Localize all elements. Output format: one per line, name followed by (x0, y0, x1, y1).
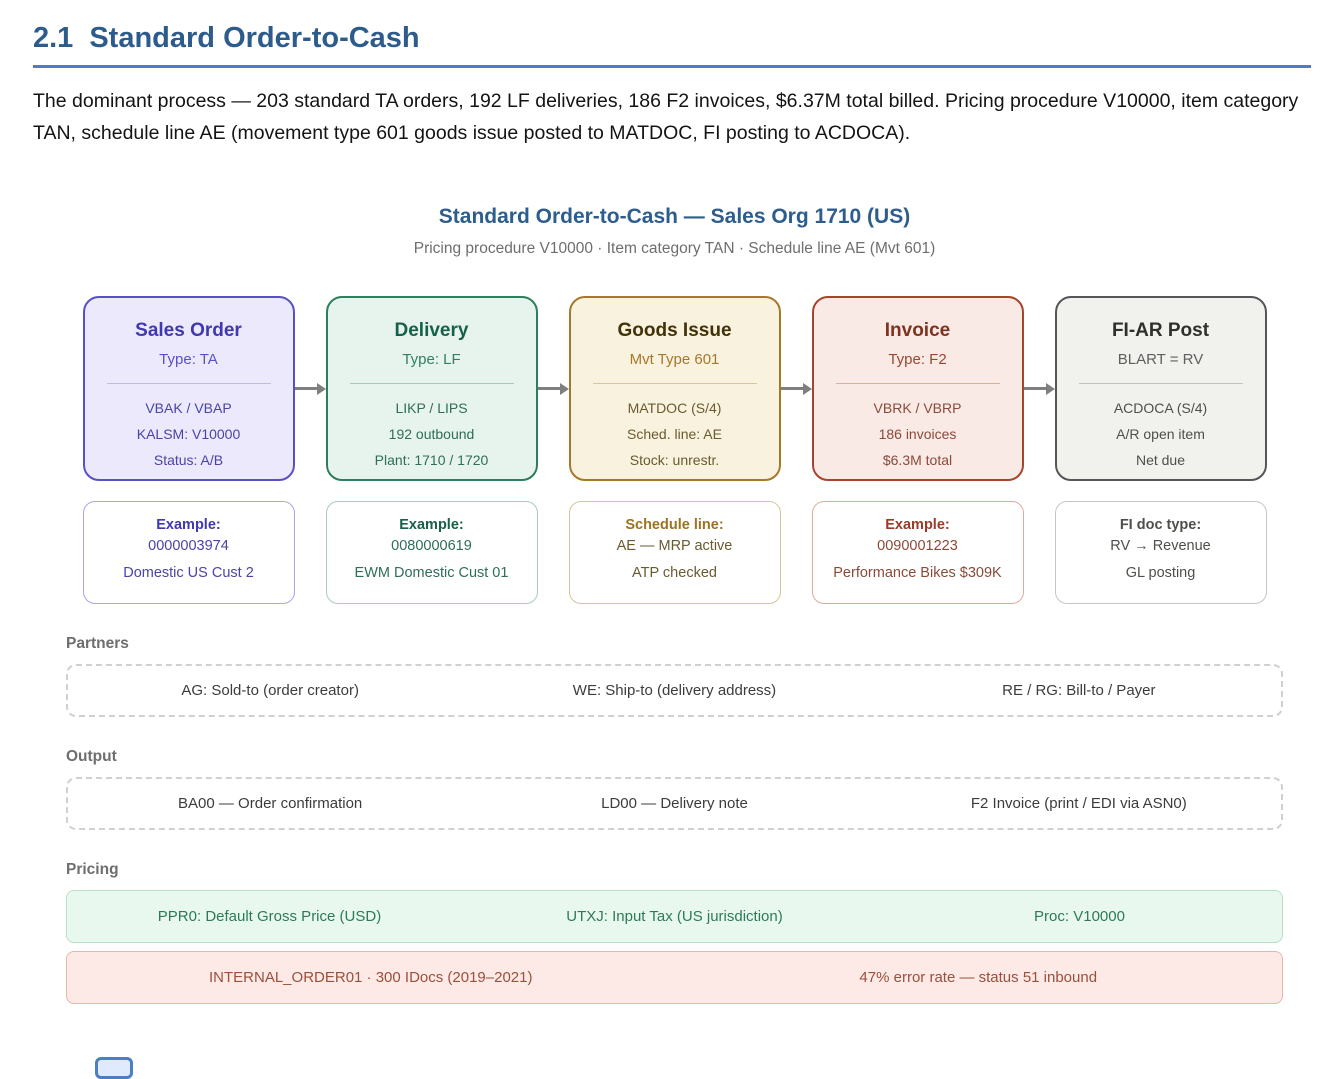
section-heading: 2.1 Standard Order-to-Cash (33, 22, 1311, 55)
example-detail: ATP checked (632, 565, 717, 582)
example-detail: Domestic US Cust 2 (123, 565, 254, 582)
output-item: LD00 — Delivery note (601, 795, 748, 813)
pricing-box: PPR0: Default Gross Price (USD) UTXJ: In… (66, 890, 1283, 944)
partner-item: WE: Ship-to (delivery address) (572, 682, 777, 700)
stage-title: FI-AR Post (1111, 320, 1210, 342)
idoc-box: INTERNAL_ORDER01 · 300 IDocs (2019–2021)… (66, 951, 1283, 1005)
stage-detail: Sched. line: AE (627, 426, 722, 443)
flow-arrow-icon (780, 296, 812, 481)
document-page: 2.1 Standard Order-to-Cash The dominant p… (33, 22, 1311, 1005)
partner-item: AG: Sold-to (order creator) (181, 682, 359, 700)
flow-arrow-icon (1023, 296, 1055, 481)
stage-goods-issue: Goods Issue Mvt Type 601 MATDOC (S/4) Sc… (568, 296, 781, 482)
pricing-item: UTXJ: Input Tax (US jurisdiction) (566, 908, 783, 926)
stage-title: Delivery (394, 320, 469, 342)
divider (106, 383, 271, 385)
pricing-item: Proc: V10000 (1034, 908, 1125, 926)
example-delivery: Example: 0080000619 EWM Domestic Cust 01 (325, 501, 538, 605)
stage-sales-order: Sales Order Type: TA VBAK / VBAP KALSM: … (82, 296, 295, 482)
stage-subtitle: Type: TA (159, 351, 218, 369)
example-invoice: Example: 0090001223 Performance Bikes $3… (811, 501, 1024, 605)
stage-subtitle: Type: LF (402, 351, 461, 369)
flow-arrow-icon (294, 296, 326, 481)
stage-detail: Stock: unrestr. (629, 452, 720, 469)
output-label: Output (66, 748, 117, 766)
stage-delivery: Delivery Type: LF LIKP / LIPS 192 outbou… (325, 296, 538, 482)
section-number: 2.1 (33, 22, 74, 54)
stage-detail: VBRK / VBRP (873, 400, 962, 417)
example-title: Example: (885, 517, 950, 534)
stage-subtitle: BLART = RV (1117, 351, 1204, 369)
stage-detail: Status: A/B (153, 452, 224, 469)
stage-detail: 186 invoices (878, 426, 957, 443)
stage-title: Sales Order (135, 320, 242, 342)
stage-detail: VBAK / VBAP (145, 400, 232, 417)
divider (1078, 383, 1243, 385)
stage-title: Goods Issue (617, 320, 732, 342)
diagram-title: Standard Order-to-Cash — Sales Org 1710 … (438, 205, 911, 229)
pricing-item: PPR0: Default Gross Price (USD) (157, 908, 382, 926)
example-detail: 0000003974 (148, 538, 229, 555)
output-box: BA00 — Order confirmation LD00 — Deliver… (66, 777, 1283, 831)
partners-label: Partners (66, 635, 129, 653)
stage-fi-ar-post: FI-AR Post BLART = RV ACDOCA (S/4) A/R o… (1054, 296, 1267, 482)
order-to-cash-diagram: Standard Order-to-Cash — Sales Org 1710 … (66, 205, 1283, 1005)
partner-item: RE / RG: Bill-to / Payer (1002, 682, 1156, 700)
stage-detail: LIKP / LIPS (395, 400, 468, 417)
pricing-label: Pricing (66, 861, 119, 879)
example-goods-issue: Schedule line: AE — MRP active ATP check… (568, 501, 781, 605)
example-detail: Performance Bikes $309K (833, 565, 1002, 582)
output-item: F2 Invoice (print / EDI via ASN0) (970, 795, 1187, 813)
example-detail: 0090001223 (877, 538, 958, 555)
example-fi-ar-post: FI doc type: RV → Revenue GL posting (1054, 501, 1267, 605)
divider (592, 383, 757, 385)
example-row: Example: 0000003974 Domestic US Cust 2 E… (82, 501, 1267, 605)
example-title: Example: (399, 517, 464, 534)
diagram-subtitle: Pricing procedure V10000 · Item category… (413, 240, 936, 258)
stage-detail: KALSM: V10000 (136, 426, 241, 443)
example-sales-order: Example: 0000003974 Domestic US Cust 2 (82, 501, 295, 605)
section-title: Standard Order-to-Cash (89, 22, 420, 54)
stage-subtitle: Mvt Type 601 (629, 351, 720, 369)
stage-row: Sales Order Type: TA VBAK / VBAP KALSM: … (82, 296, 1267, 482)
example-detail: RV → Revenue (1110, 538, 1211, 555)
stage-detail: A/R open item (1116, 426, 1205, 443)
partners-box: AG: Sold-to (order creator) WE: Ship-to … (66, 664, 1283, 718)
next-section-partial-box (95, 1057, 133, 1079)
example-detail: GL posting (1125, 565, 1196, 582)
idoc-item: INTERNAL_ORDER01 · 300 IDocs (2019–2021) (209, 969, 533, 987)
stage-invoice: Invoice Type: F2 VBRK / VBRP 186 invoice… (811, 296, 1024, 482)
stage-detail: Net due (1135, 452, 1186, 469)
idoc-item: 47% error rate — status 51 inbound (859, 969, 1098, 987)
stage-detail: ACDOCA (S/4) (1113, 400, 1208, 417)
stage-title: Invoice (884, 320, 951, 342)
divider (349, 383, 514, 385)
example-detail: EWM Domestic Cust 01 (354, 565, 509, 582)
intro-paragraph: The dominant process — 203 standard TA o… (33, 90, 1299, 144)
divider (835, 383, 1000, 385)
heading-rule (33, 65, 1311, 68)
stage-detail: MATDOC (S/4) (627, 400, 722, 417)
stage-detail: $6.3M total (882, 452, 953, 469)
stage-subtitle: Type: F2 (888, 351, 947, 369)
example-title: Schedule line: (625, 517, 724, 534)
example-detail: AE — MRP active (616, 538, 733, 555)
output-item: BA00 — Order confirmation (178, 795, 363, 813)
stage-detail: Plant: 1710 / 1720 (374, 452, 489, 469)
example-title: FI doc type: (1119, 517, 1202, 534)
example-detail: 0080000619 (391, 538, 472, 555)
flow-arrow-icon (537, 296, 569, 481)
stage-detail: 192 outbound (388, 426, 475, 443)
example-title: Example: (156, 517, 221, 534)
